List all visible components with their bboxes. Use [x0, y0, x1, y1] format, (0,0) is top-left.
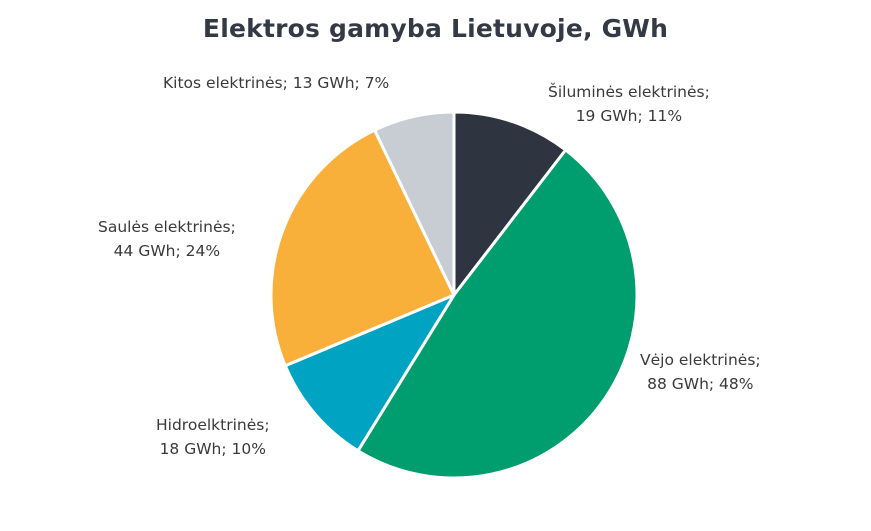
slice-label-kitos: Kitos elektrinės; 13 GWh; 7%	[163, 71, 389, 95]
pie-slice-kitos-elektrinės	[373, 110, 456, 297]
slice-label-line: Hidroelktrinės;	[156, 416, 270, 434]
pie-slice-saulės-elektrinės	[269, 128, 456, 368]
pie-slice-šiluminės-elektrinės	[452, 110, 568, 297]
slice-label-line: Vėjo elektrinės;	[640, 351, 761, 369]
slice-label-line: Kitos elektrinės; 13 GWh; 7%	[163, 74, 390, 92]
slice-label-hidro: Hidroelktrinės; 18 GWh; 10%	[156, 413, 270, 461]
chart-title: Elektros gamyba Lietuvoje, GWh	[202, 14, 669, 43]
slice-label-vejo: Vėjo elektrinės; 88 GWh; 48%	[640, 348, 761, 396]
slice-label-value: 19 GWh; 11%	[575, 107, 683, 125]
slice-label-siluminės: Šiluminės elektrinės; 19 GWh; 11%	[548, 80, 710, 128]
pie-slice-hidroelktrinės	[283, 293, 456, 453]
pie-slice-vėjo-elektrinės	[356, 148, 639, 480]
slice-label-value: 18 GWh; 10%	[159, 440, 266, 458]
slice-label-saules: Saulės elektrinės; 44 GWh; 24%	[98, 215, 236, 263]
slice-label-value: 44 GWh; 24%	[113, 242, 221, 260]
slice-label-line: Šiluminės elektrinės;	[548, 83, 710, 101]
slice-label-line: Saulės elektrinės;	[98, 218, 236, 236]
slice-label-value: 88 GWh; 48%	[647, 375, 754, 393]
